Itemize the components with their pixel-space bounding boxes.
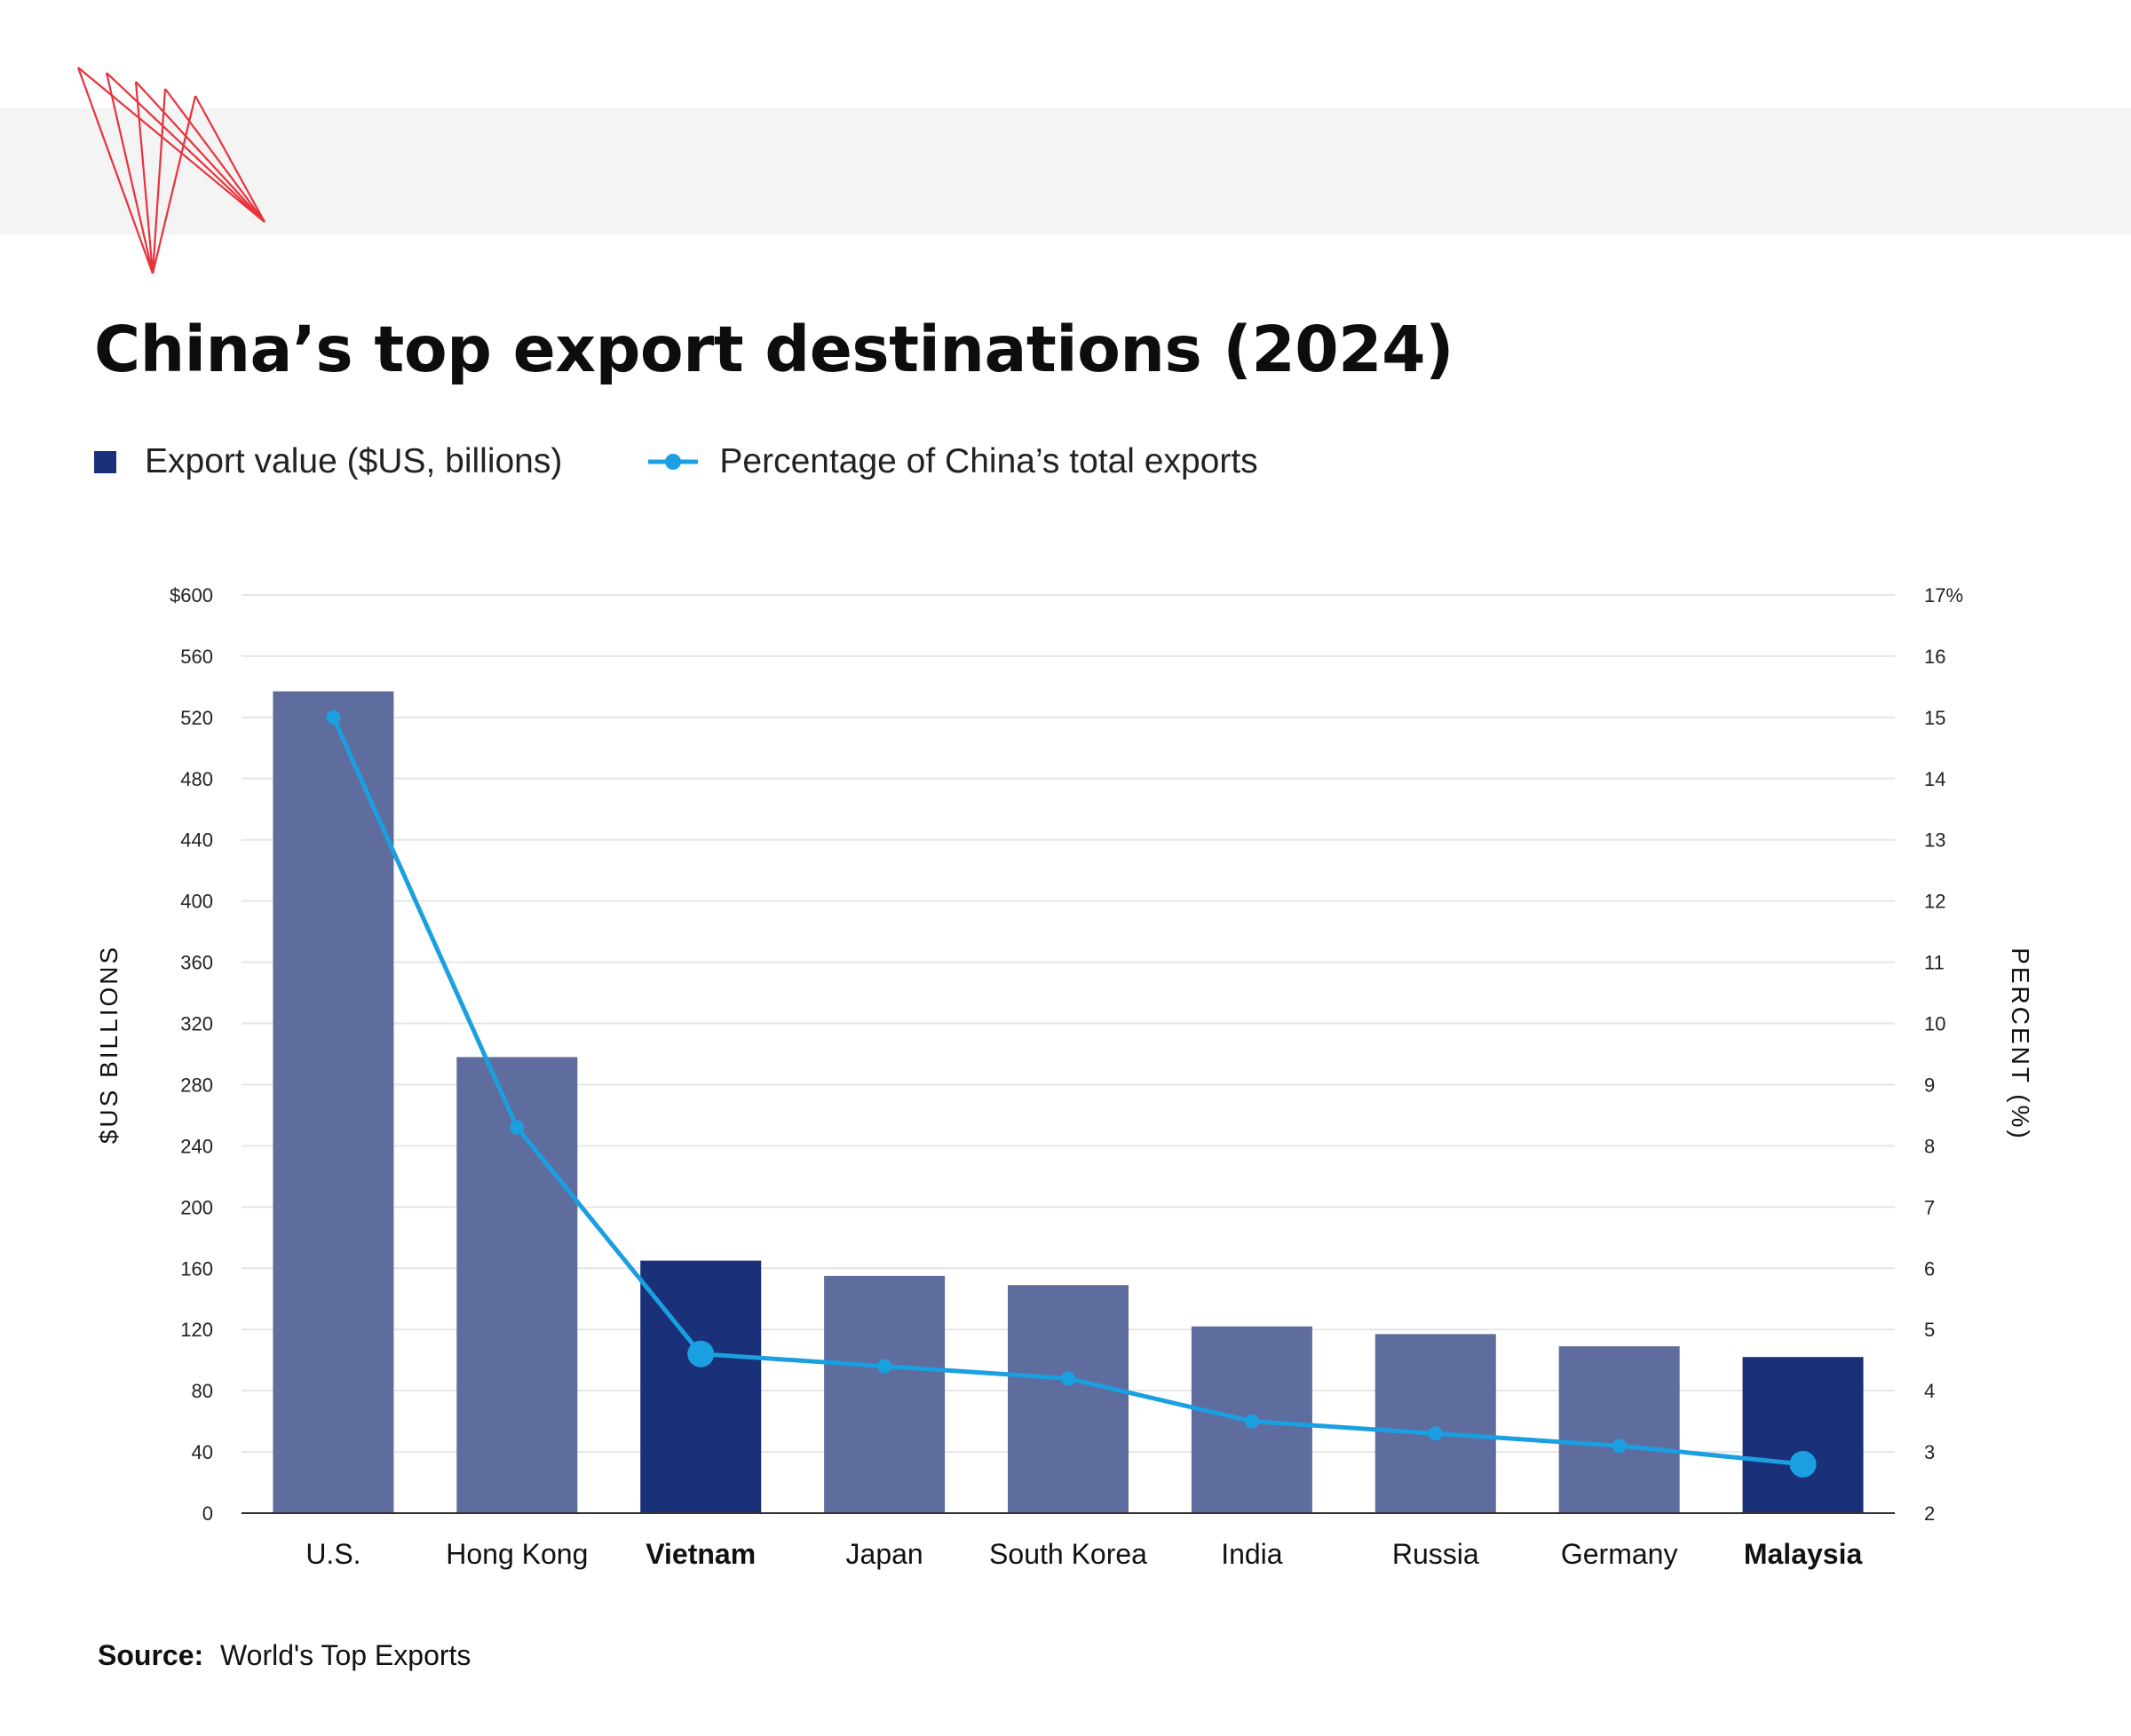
legend-line-label: Percentage of China’s total exports — [719, 442, 1258, 480]
logo-line — [77, 67, 265, 223]
y-right-tick-label: 8 — [1924, 1135, 1935, 1157]
logo-line — [76, 67, 154, 274]
x-tick-label: India — [1221, 1538, 1283, 1570]
logo-line — [194, 95, 265, 223]
x-tick-label: Malaysia — [1744, 1538, 1863, 1570]
y-left-axis-label: $US BILLIONS — [95, 945, 123, 1144]
y-left-tick-label: 520 — [180, 707, 213, 729]
percentage-point — [1244, 1414, 1259, 1429]
logo-line — [105, 72, 154, 274]
bar-south-korea — [1008, 1285, 1129, 1513]
y-left-tick-label: 560 — [180, 646, 213, 668]
legend-item-line: Percentage of China’s total exports — [646, 442, 1258, 481]
bar-malaysia — [1742, 1357, 1864, 1513]
percentage-point — [1789, 1450, 1817, 1478]
percentage-point — [1061, 1371, 1075, 1386]
y-right-axis-label: PERCENT (%) — [2007, 947, 2034, 1141]
bar-japan — [824, 1275, 946, 1513]
x-tick-label: South Korea — [989, 1538, 1147, 1570]
y-right-tick-label: 3 — [1924, 1441, 1935, 1463]
y-left-tick-label: 440 — [180, 829, 213, 852]
y-left-tick-label: 40 — [192, 1441, 213, 1463]
logo-line — [135, 81, 265, 223]
chart-legend: Export value ($US, billions) Percentage … — [94, 437, 1343, 487]
percentage-point — [877, 1359, 892, 1374]
y-left-tick-label: 360 — [180, 952, 213, 974]
red-line-fan-logo-icon — [76, 67, 265, 274]
y-left-tick-label: 200 — [180, 1196, 213, 1218]
x-tick-label: Germany — [1561, 1538, 1678, 1570]
y-right-tick-label: 17% — [1924, 584, 1963, 606]
y-right-tick-label: 7 — [1924, 1196, 1935, 1218]
y-right-tick-label: 12 — [1924, 891, 1945, 913]
x-tick-label: Vietnam — [646, 1538, 756, 1570]
y-left-tick-label: 480 — [180, 768, 213, 790]
y-left-tick-label: 280 — [180, 1074, 213, 1096]
chart-title: China’s top export destinations (2024) — [94, 313, 1454, 386]
y-right-tick-label: 5 — [1924, 1319, 1935, 1341]
y-left-tick-label: $600 — [170, 584, 213, 606]
y-left-tick-label: 0 — [202, 1502, 213, 1525]
y-right-tick-label: 10 — [1924, 1013, 1945, 1035]
y-left-tick-label: 240 — [180, 1135, 213, 1157]
source-label: Source: — [98, 1639, 204, 1671]
y-left-tick-label: 400 — [180, 891, 213, 913]
header-band — [0, 108, 2131, 234]
logo-line — [106, 72, 265, 223]
y-left-tick-label: 120 — [180, 1319, 213, 1341]
y-right-tick-label: 15 — [1924, 707, 1945, 729]
percentage-point — [687, 1340, 715, 1367]
y-right-tick-label: 16 — [1924, 646, 1945, 668]
y-left-tick-label: 80 — [192, 1380, 213, 1402]
y-right-tick-label: 13 — [1924, 829, 1945, 852]
bar-russia — [1374, 1334, 1496, 1513]
logo-line — [134, 81, 154, 274]
legend-bar-label: Export value ($US, billions) — [145, 442, 563, 480]
logo-line — [164, 88, 265, 223]
y-right-tick-label: 9 — [1924, 1074, 1935, 1096]
x-tick-label: Hong Kong — [446, 1538, 588, 1570]
percentage-point — [1612, 1439, 1627, 1454]
legend-item-bars: Export value ($US, billions) — [94, 442, 562, 481]
x-tick-label: Russia — [1392, 1538, 1479, 1570]
percentage-point — [326, 709, 341, 725]
y-right-tick-label: 6 — [1924, 1257, 1935, 1280]
source-text: World's Top Exports — [220, 1639, 471, 1671]
logo-line — [151, 95, 197, 274]
logo-line — [151, 88, 167, 274]
y-left-tick-label: 160 — [180, 1257, 213, 1280]
percentage-point — [1428, 1426, 1443, 1441]
y-right-tick-label: 11 — [1924, 952, 1945, 974]
y-left-tick-label: 320 — [180, 1013, 213, 1035]
percentage-point — [510, 1120, 525, 1135]
y-right-tick-label: 2 — [1924, 1502, 1935, 1525]
legend-line-marker-icon — [648, 454, 699, 470]
y-right-tick-label: 4 — [1924, 1380, 1935, 1402]
x-tick-label: U.S. — [305, 1538, 360, 1570]
bar-u-s — [273, 691, 394, 1513]
legend-bar-swatch — [94, 450, 116, 473]
source-note: Source: World's Top Exports — [98, 1639, 471, 1672]
bar-germany — [1558, 1346, 1680, 1513]
x-tick-label: Japan — [846, 1538, 923, 1570]
y-right-tick-label: 14 — [1924, 768, 1945, 790]
